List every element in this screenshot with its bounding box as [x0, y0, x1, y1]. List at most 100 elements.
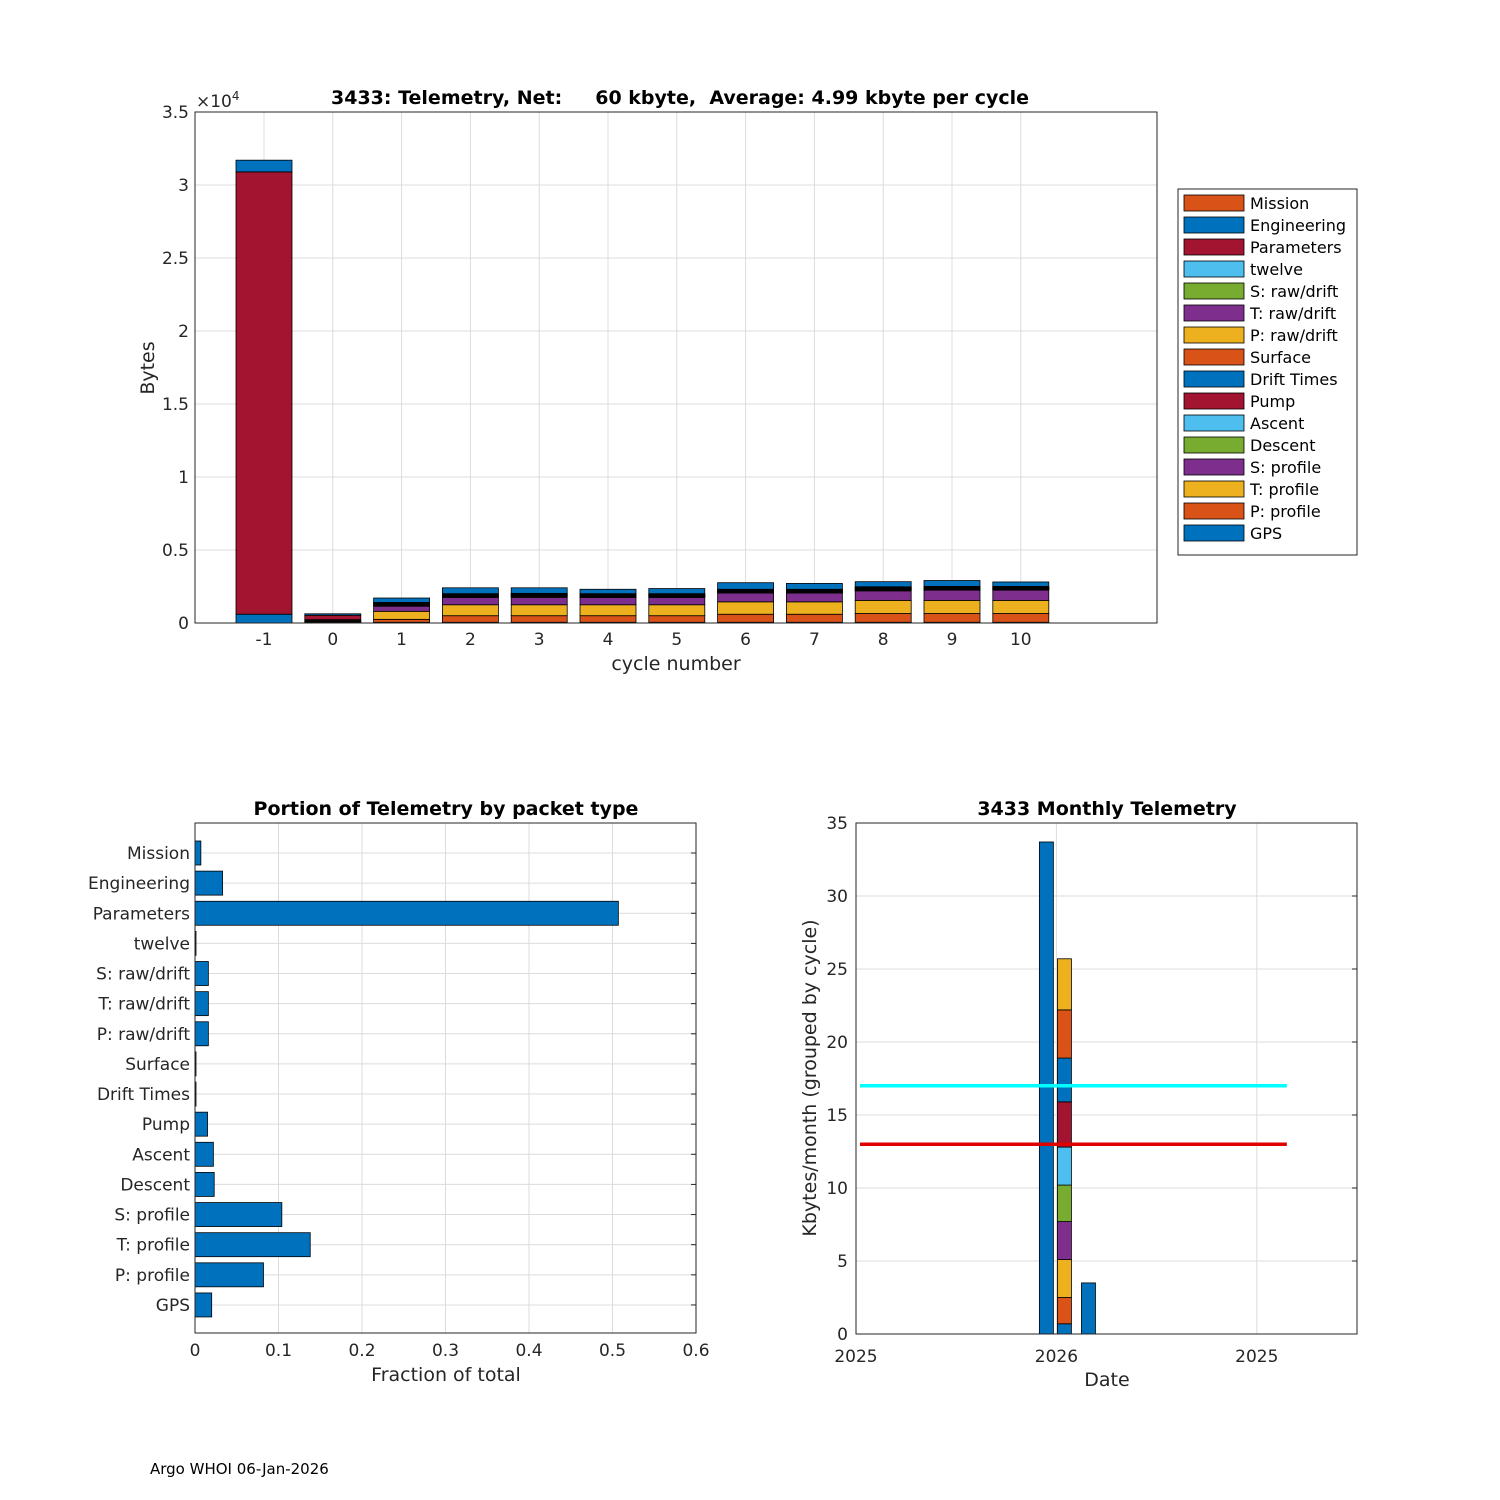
br-bar-segment [1038, 841, 1054, 1335]
top-ytick-label: 0.5 [162, 541, 189, 561]
top-stacked-bar-chart: 0 0.5 1 1.5 2 2.5 3 3.5 -1 0 1 2 3 4 5 6 7 8 9 10 3433: Te… [137, 87, 1358, 675]
bl-bar [194, 1111, 208, 1137]
top-bar-segment [510, 604, 568, 617]
legend-entry: GPS [1250, 524, 1282, 543]
bl-ytick-label: P: raw/drift [97, 1025, 191, 1045]
bl-xtick-label: 0 [190, 1341, 201, 1361]
top-bar-segment [717, 601, 774, 615]
br-ylabel: Kbytes/month (grouped by cycle) [799, 919, 821, 1236]
top-bar-segment [510, 587, 568, 594]
bl-bar [194, 1141, 214, 1167]
br-xtick-label: 2025 [1235, 1347, 1278, 1367]
bl-ytick-label: twelve [134, 934, 190, 954]
legend-swatch [1183, 194, 1245, 212]
legend-entry: P: raw/drift [1250, 326, 1338, 345]
legend-swatch [1183, 348, 1245, 366]
legend-entry: Parameters [1250, 238, 1342, 257]
bl-xtick-label: 0.4 [515, 1341, 542, 1361]
top-ytick-label: 2.5 [162, 249, 189, 269]
br-ytick-label: 35 [826, 814, 848, 834]
bl-ytick-label: S: profile [114, 1206, 190, 1226]
legend-swatch [1183, 282, 1245, 300]
top-bar-segment [373, 605, 431, 612]
br-bar-segment [1057, 1184, 1072, 1222]
top-bar-segment [854, 613, 912, 623]
top-bar-segment [441, 587, 499, 595]
top-bar-segment [373, 597, 431, 603]
legend-swatch [1183, 238, 1245, 256]
legend-swatch [1183, 216, 1245, 234]
top-bar-segment [717, 592, 774, 603]
legend-swatch [1183, 326, 1245, 344]
legend-entry: Descent [1250, 436, 1316, 455]
bl-bar [194, 1172, 215, 1197]
top-xtick-label: 3 [534, 630, 545, 650]
top-bar-segment [579, 604, 637, 617]
top-bar-segment [717, 613, 774, 623]
top-bar-segment [992, 613, 1050, 623]
top-xtick-label: 10 [1010, 630, 1032, 650]
top-xtick-label: 5 [671, 630, 682, 650]
footer-credit: Argo WHOI 06-Jan-2026 [150, 1460, 329, 1478]
bl-ytick-label: S: raw/drift [96, 965, 190, 985]
top-xtick-label: 8 [878, 630, 889, 650]
br-bar-segment [1057, 1009, 1072, 1059]
top-bar-segment [854, 599, 912, 614]
bl-xtick-label: 0.5 [599, 1341, 626, 1361]
top-bar-segment [510, 597, 568, 606]
top-x-ticks: -1 0 1 2 3 4 5 6 7 8 9 10 [256, 630, 1032, 650]
legend-entry: P: profile [1250, 502, 1321, 521]
bl-ytick-label: Drift Times [97, 1085, 190, 1105]
legend-entry: T: raw/drift [1249, 304, 1336, 323]
br-bar-segment [1057, 1101, 1072, 1148]
top-bar-segment [923, 589, 981, 601]
top-ytick-label: 3 [178, 176, 189, 196]
br-ytick-label: 15 [826, 1106, 848, 1126]
top-xtick-label: 2 [465, 630, 476, 650]
top-xlabel: cycle number [611, 653, 740, 675]
bl-ytick-label: Mission [127, 844, 190, 864]
bl-xlabel: Fraction of total [371, 1364, 521, 1386]
br-bar-segment [1057, 958, 1072, 1011]
top-xtick-label: 0 [327, 630, 338, 650]
top-bar-segment [648, 597, 706, 606]
bl-bar [194, 961, 209, 986]
top-ytick-label: 2 [178, 322, 189, 342]
top-bar-segment [235, 613, 293, 624]
bl-bar [194, 1292, 213, 1318]
bl-xtick-label: 0.3 [432, 1341, 459, 1361]
legend-swatch [1183, 304, 1245, 322]
top-bar-segment [579, 615, 637, 623]
top-bar-segment [579, 588, 637, 595]
bl-bar [194, 1232, 311, 1258]
top-bar-segment [510, 615, 568, 623]
legend-entry: Surface [1250, 348, 1311, 367]
top-bar-segment [235, 171, 293, 615]
legend-swatch [1183, 502, 1245, 520]
bl-ytick-label: T: profile [116, 1236, 190, 1256]
bl-bar [194, 1262, 264, 1288]
top-ytick-label: 3.5 [162, 103, 189, 123]
bl-bar [194, 991, 209, 1017]
top-bar-segment [786, 592, 843, 603]
legend-entry: Drift Times [1250, 370, 1338, 389]
legend-entry: Pump [1250, 392, 1295, 411]
bl-ytick-label: Engineering [88, 874, 190, 894]
top-bar-segment [304, 614, 362, 621]
top-xtick-label: -1 [256, 630, 273, 650]
bl-ytick-label: Ascent [132, 1145, 190, 1165]
legend-entry: S: profile [1250, 458, 1321, 477]
br-bar-segment [1057, 1259, 1072, 1298]
legend-swatch [1183, 414, 1245, 432]
br-xtick-label: 2026 [1035, 1347, 1078, 1367]
top-ytick-label: 0 [178, 614, 189, 634]
bl-ytick-label: Parameters [93, 904, 190, 924]
top-ytick-label: 1 [178, 468, 189, 488]
br-bar-segment [1057, 1057, 1072, 1103]
bl-bar [194, 840, 202, 866]
top-bar-segment [923, 613, 981, 623]
top-bar-segment [648, 615, 706, 623]
br-grid [855, 822, 1357, 1335]
br-bar-segment [1057, 1221, 1072, 1260]
